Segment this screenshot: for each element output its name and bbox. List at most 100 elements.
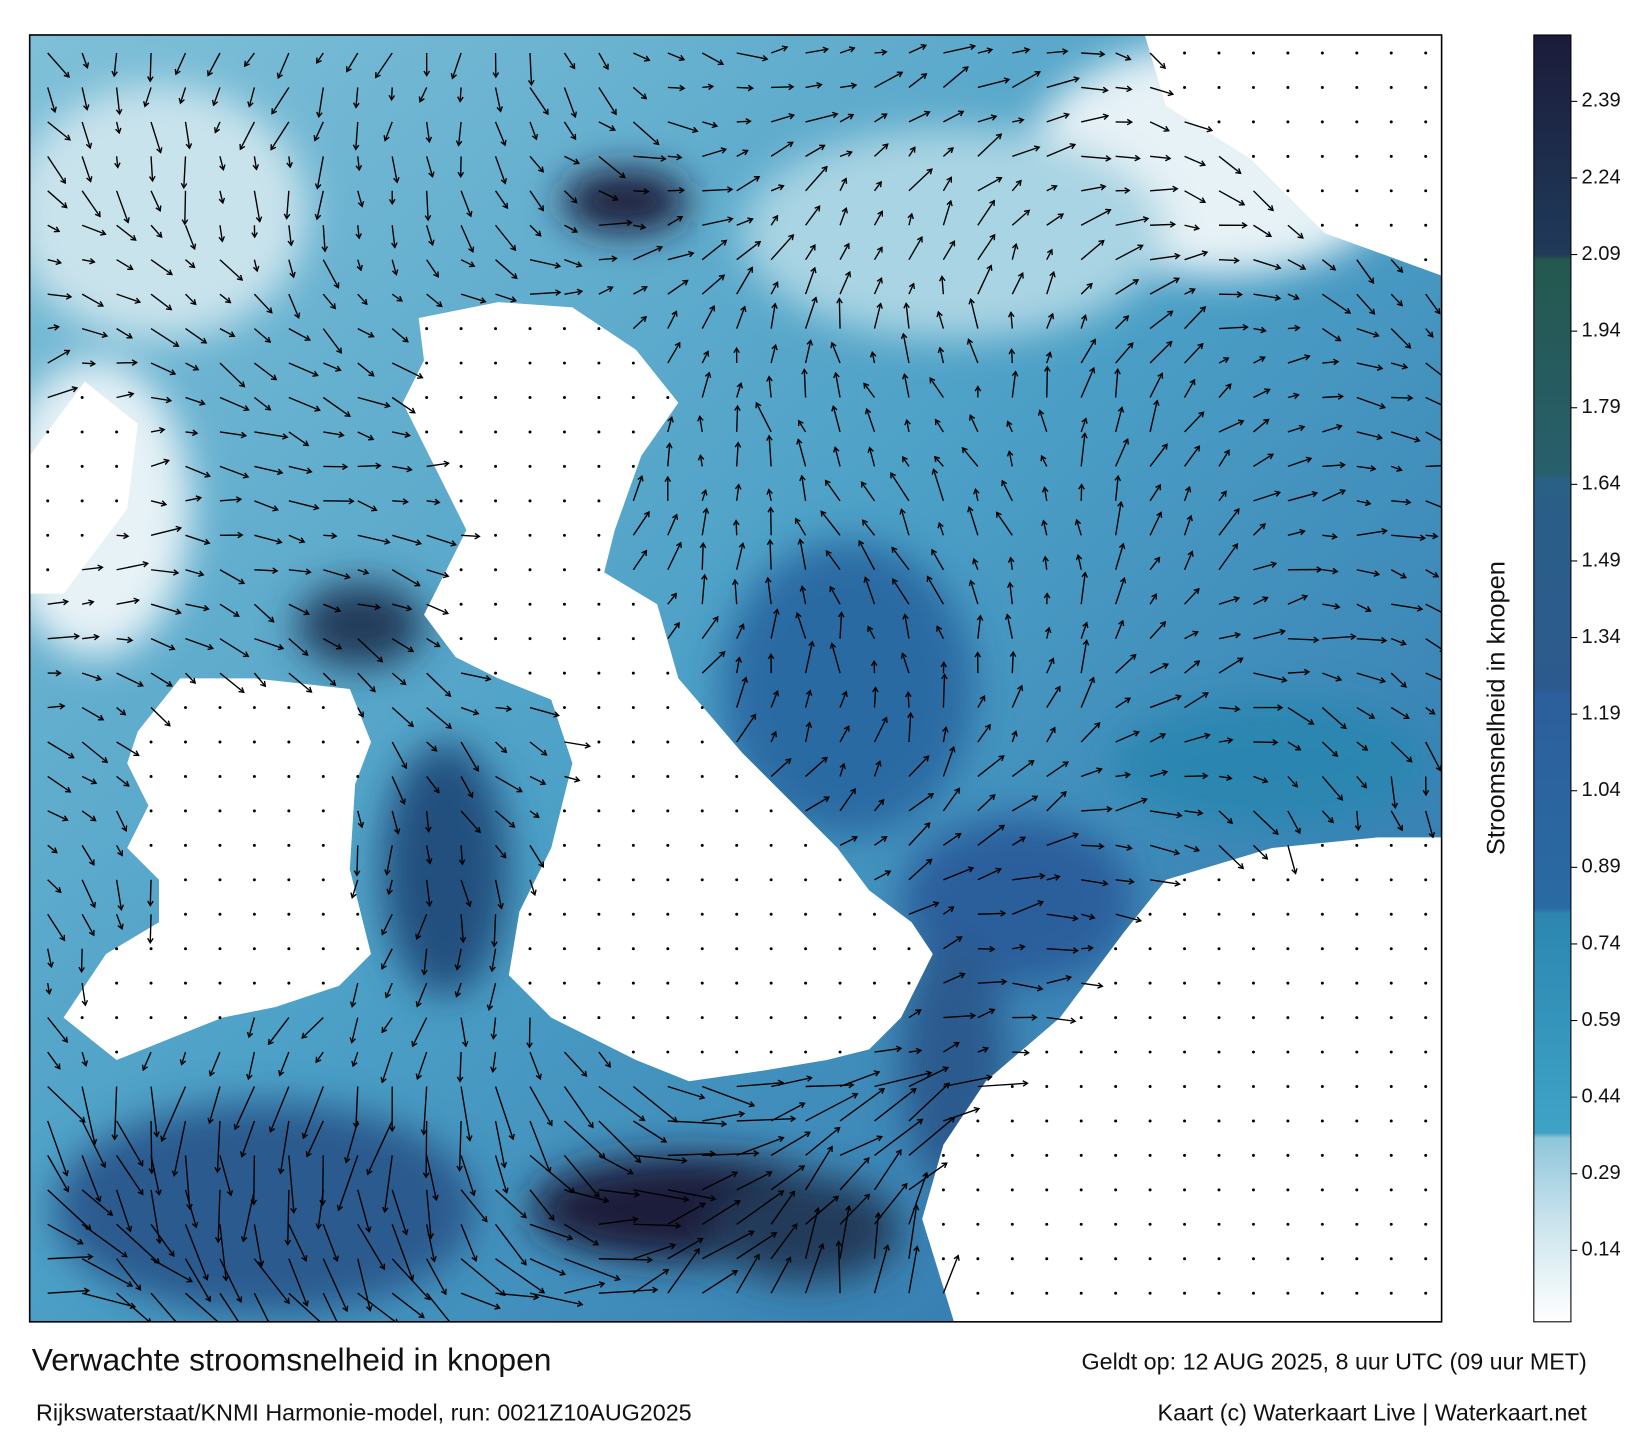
grid-dot [1424, 52, 1427, 55]
grid-dot [1321, 189, 1324, 192]
colorbar-tick-label: 0.89 [1582, 856, 1621, 878]
grid-dot [218, 1016, 221, 1019]
grid-dot [1114, 947, 1117, 950]
grid-dot [563, 913, 566, 916]
grid-dot [494, 430, 497, 433]
grid-dot [563, 947, 566, 950]
current-arrow [1185, 776, 1208, 777]
grid-dot [460, 499, 463, 502]
grid-dot [1355, 1188, 1358, 1191]
grid-dot [1424, 1085, 1427, 1088]
colorbar-tick-label: 1.04 [1582, 779, 1621, 801]
grid-dot [1149, 1257, 1152, 1260]
grid-dot [1183, 1016, 1186, 1019]
grid-dot [1286, 1257, 1289, 1260]
grid-dot [1218, 878, 1221, 881]
colorbar-tick-label: 0.59 [1582, 1009, 1621, 1031]
grid-dot [701, 1051, 704, 1054]
grid-dot [632, 844, 635, 847]
current-arrow [151, 1121, 152, 1173]
current-arrow [82, 949, 83, 972]
grid-dot [1286, 1292, 1289, 1295]
grid-dot [529, 672, 532, 675]
grid-dot [1252, 947, 1255, 950]
grid-dot [356, 775, 359, 778]
grid-dot [1355, 52, 1358, 55]
grid-dot [356, 913, 359, 916]
current-arrow [117, 363, 137, 364]
current-arrow [1150, 224, 1175, 225]
grid-dot [1045, 1119, 1048, 1122]
grid-dot [1183, 913, 1186, 916]
grid-dot [1355, 1223, 1358, 1226]
grid-dot [287, 913, 290, 916]
grid-dot [597, 465, 600, 468]
grid-dot [1218, 1085, 1221, 1088]
grid-dot [666, 809, 669, 812]
grid-dot [632, 465, 635, 468]
grid-dot [1045, 1085, 1048, 1088]
grid-dot [597, 499, 600, 502]
grid-dot [1149, 1223, 1152, 1226]
grid-dot [1114, 1257, 1117, 1260]
grid-dot [1011, 1085, 1014, 1088]
grid-dot [322, 913, 325, 916]
grid-dot [1390, 982, 1393, 985]
grid-dot [839, 947, 842, 950]
grid-dot [1424, 1016, 1427, 1019]
grid-dot [253, 809, 256, 812]
grid-dot [529, 327, 532, 330]
grid-dot [701, 982, 704, 985]
grid-dot [218, 706, 221, 709]
grid-dot [976, 1119, 979, 1122]
grid-dot [1390, 1051, 1393, 1054]
grid-dot [1080, 1188, 1083, 1191]
grid-dot [1286, 1154, 1289, 1157]
grid-dot [494, 534, 497, 537]
grid-dot [1218, 1188, 1221, 1191]
grid-dot [150, 741, 153, 744]
grid-dot [150, 809, 153, 812]
current-arrow [702, 543, 703, 569]
grid-dot [770, 844, 773, 847]
grid-dot [322, 741, 325, 744]
grid-dot [1252, 1292, 1255, 1295]
grid-dot [1390, 1188, 1393, 1191]
grid-dot [1183, 1051, 1186, 1054]
grid-dot [494, 396, 497, 399]
grid-dot [150, 947, 153, 950]
grid-dot [1390, 947, 1393, 950]
grid-dot [1149, 1085, 1152, 1088]
grid-dot [1286, 982, 1289, 985]
grid-dot [494, 672, 497, 675]
arrow-head [1443, 404, 1448, 409]
grid-dot [597, 913, 600, 916]
grid-dot [563, 1016, 566, 1019]
grid-dot [1355, 913, 1358, 916]
grid-dot [701, 1016, 704, 1019]
grid-dot [529, 534, 532, 537]
grid-dot [1218, 947, 1221, 950]
grid-dot [1424, 1051, 1427, 1054]
grid-dot [1183, 86, 1186, 89]
grid-dot [735, 1051, 738, 1054]
grid-dot [184, 1016, 187, 1019]
grid-dot [529, 465, 532, 468]
grid-dot [1321, 120, 1324, 123]
colorbar-tick-label: 2.24 [1582, 166, 1621, 188]
grid-dot [287, 741, 290, 744]
grid-dot [1149, 1119, 1152, 1122]
grid-dot [976, 1188, 979, 1191]
grid-dot [1321, 1223, 1324, 1226]
grid-dot [115, 1051, 118, 1054]
grid-dot [666, 844, 669, 847]
grid-dot [563, 568, 566, 571]
grid-dot [1424, 982, 1427, 985]
current-arrow [668, 190, 684, 191]
colorbar-tick-label: 1.19 [1582, 702, 1621, 724]
grid-dot [804, 913, 807, 916]
grid-dot [1252, 1051, 1255, 1054]
grid-dot [150, 982, 153, 985]
grid-dot [1218, 86, 1221, 89]
grid-dot [1218, 982, 1221, 985]
